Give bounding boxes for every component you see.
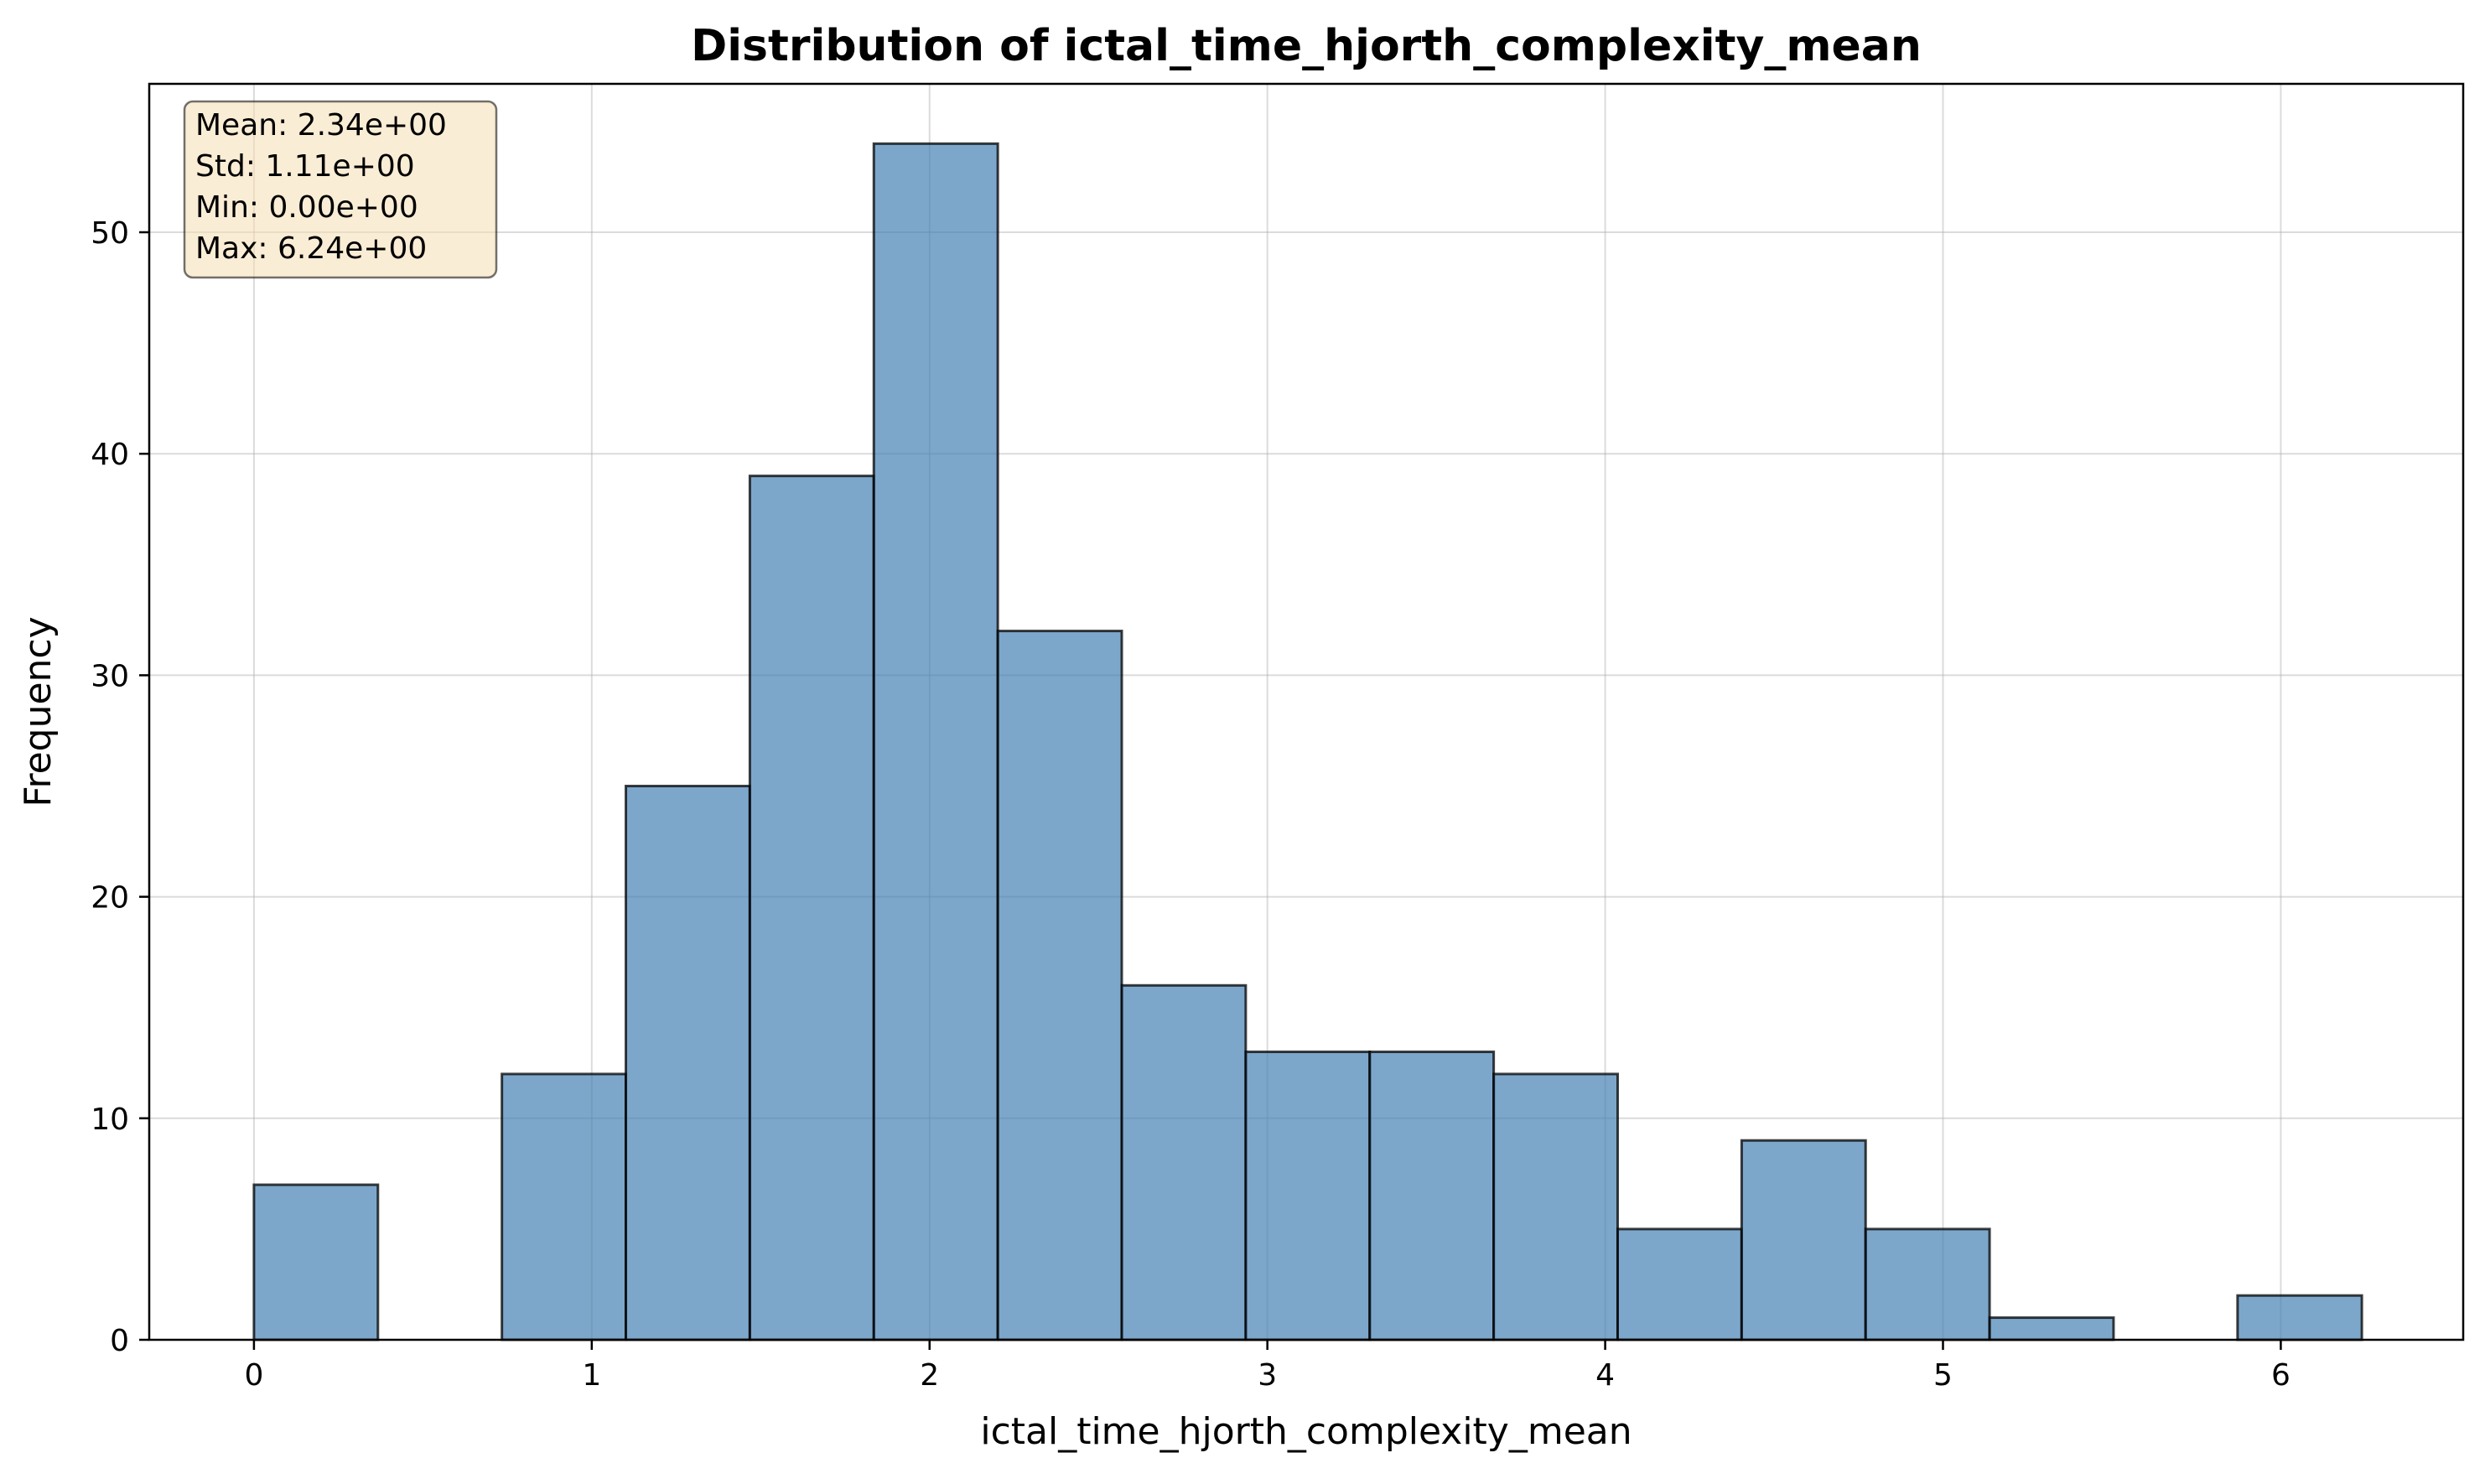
y-tick-label: 10 <box>91 1103 129 1137</box>
histogram-bar <box>748 475 875 1341</box>
bars-layer <box>252 142 2363 1341</box>
histogram-bar <box>1244 1051 1372 1341</box>
x-tick-label: 0 <box>244 1358 263 1393</box>
x-tick-label: 5 <box>1933 1358 1953 1393</box>
histogram-bar <box>1368 1051 1496 1341</box>
stats-mean: Mean: 2.34e+00 <box>195 108 447 143</box>
y-tick-label: 50 <box>91 216 129 251</box>
stats-box-background <box>183 100 498 279</box>
histogram-bar <box>1492 1072 1619 1341</box>
y-tick-label: 40 <box>91 438 129 472</box>
stats-std: Std: 1.11e+00 <box>195 149 415 184</box>
y-tick-label: 30 <box>91 659 129 693</box>
stats-min: Min: 0.00e+00 <box>195 190 418 225</box>
histogram-bar <box>996 630 1123 1341</box>
histogram-bar <box>1120 983 1248 1341</box>
plot-frame <box>148 82 2465 1341</box>
histogram-bar <box>872 142 999 1341</box>
x-axis-label: ictal_time_hjorth_complexity_mean <box>980 1410 1632 1453</box>
chart-title: Distribution of ictal_time_hjorth_comple… <box>691 21 1922 71</box>
histogram-bar <box>501 1072 628 1341</box>
histogram-bar <box>1616 1227 1743 1341</box>
histogram-bar <box>2236 1294 2363 1341</box>
x-tick-label: 4 <box>1595 1358 1615 1393</box>
x-tick-label: 3 <box>1258 1358 1277 1393</box>
y-axis-label: Frequency <box>17 616 60 807</box>
y-tick-label: 0 <box>110 1324 129 1358</box>
y-tick-label: 20 <box>91 881 129 916</box>
x-tick-label: 6 <box>2271 1358 2290 1393</box>
stats-box: Mean: 2.34e+00 Std: 1.11e+00 Min: 0.00e+… <box>183 100 498 279</box>
histogram-bar <box>1740 1139 1867 1341</box>
histogram-bar <box>1864 1227 1991 1341</box>
ticks-layer: 0 1 2 3 4 5 6 0 10 20 30 40 50 <box>91 216 2290 1393</box>
histogram-bar <box>252 1183 380 1341</box>
x-tick-label: 2 <box>920 1358 939 1393</box>
histogram-bar <box>625 785 751 1341</box>
stats-max: Max: 6.24e+00 <box>195 231 427 266</box>
histogram-bar <box>1988 1316 2115 1341</box>
x-tick-label: 1 <box>582 1358 601 1393</box>
